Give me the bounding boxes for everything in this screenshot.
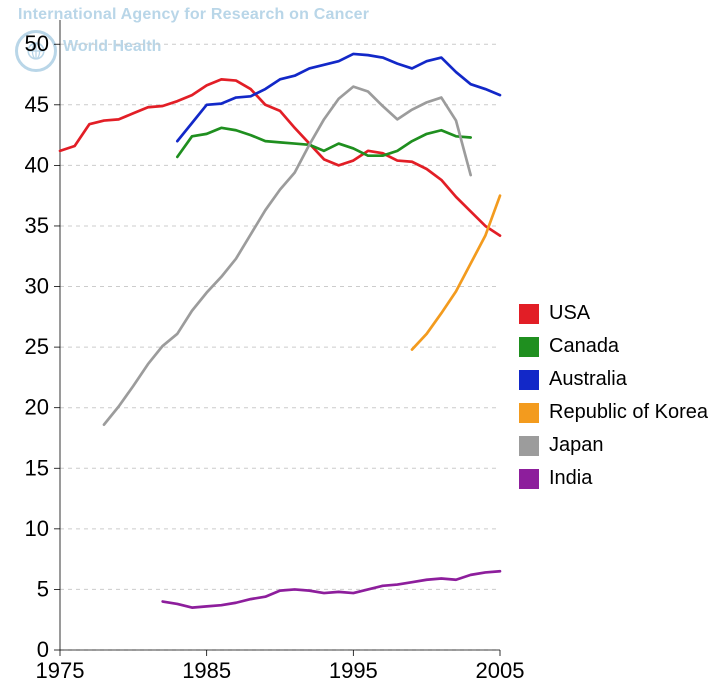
legend-item-usa: USA: [519, 302, 708, 325]
legend-item-republic-of-korea: Republic of Korea: [519, 401, 708, 424]
y-tick-label: 10: [25, 516, 49, 541]
y-tick-label: 50: [25, 31, 49, 56]
legend-label: USA: [549, 302, 590, 325]
y-tick-label: 15: [25, 455, 49, 480]
legend-item-japan: Japan: [519, 434, 708, 457]
y-tick-label: 45: [25, 92, 49, 117]
y-tick-label: 25: [25, 334, 49, 359]
legend-item-india: India: [519, 467, 708, 490]
x-tick-label: 1975: [36, 658, 85, 683]
legend: USA Canada Australia Republic of Korea Japan…: [519, 302, 708, 500]
x-tick-label: 1995: [329, 658, 378, 683]
y-tick-label: 20: [25, 395, 49, 420]
y-tick-label: 5: [37, 576, 49, 601]
legend-label: India: [549, 467, 592, 490]
legend-label: Australia: [549, 368, 627, 391]
legend-swatch: [519, 370, 539, 390]
legend-swatch: [519, 436, 539, 456]
legend-label: Japan: [549, 434, 604, 457]
legend-swatch: [519, 304, 539, 324]
y-tick-label: 40: [25, 152, 49, 177]
legend-item-australia: Australia: [519, 368, 708, 391]
legend-item-canada: Canada: [519, 335, 708, 358]
series-japan: [104, 87, 471, 425]
chart-container: International Agency for Research on Can…: [0, 0, 709, 691]
series-canada: [177, 128, 470, 157]
series-usa: [60, 79, 500, 235]
y-tick-label: 35: [25, 213, 49, 238]
y-tick-label: 30: [25, 274, 49, 299]
legend-label: Canada: [549, 335, 619, 358]
legend-swatch: [519, 469, 539, 489]
x-tick-label: 2005: [476, 658, 525, 683]
legend-label: Republic of Korea: [549, 401, 708, 424]
series-republic-of-korea: [412, 196, 500, 350]
legend-swatch: [519, 337, 539, 357]
x-tick-label: 1985: [182, 658, 231, 683]
legend-swatch: [519, 403, 539, 423]
